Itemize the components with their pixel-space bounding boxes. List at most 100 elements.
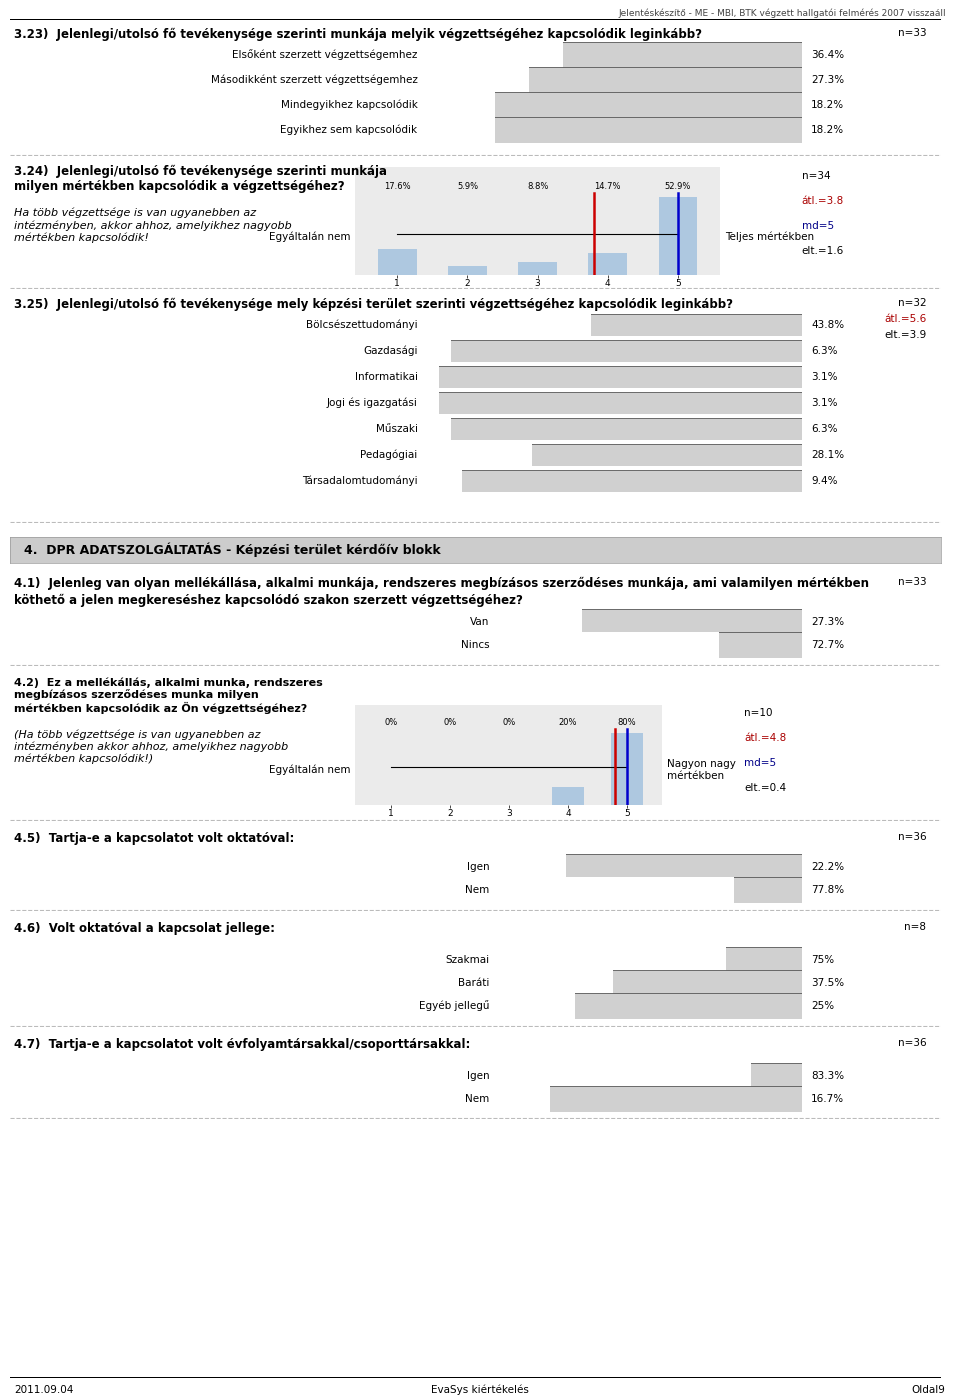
Bar — [427, 92, 495, 117]
Text: 0%: 0% — [444, 718, 456, 727]
Text: köthető a jelen megkereséshez kapcsolódó szakon szerzett végzettségéhez?: köthető a jelen megkereséshez kapcsolódó… — [14, 594, 523, 607]
Text: 37.5%: 37.5% — [811, 978, 845, 988]
Text: 3.23)  Jelenlegi/utolsó fő tevékenysége szerinti munkája melyik végzettségéhez k: 3.23) Jelenlegi/utolsó fő tevékenysége s… — [14, 28, 703, 42]
Text: Informatikai: Informatikai — [354, 372, 418, 382]
Text: Mindegyikhez kapcsolódik: Mindegyikhez kapcsolódik — [280, 100, 418, 110]
Text: Bölcsészettudományi: Bölcsészettudományi — [306, 319, 418, 331]
Text: md=5: md=5 — [744, 759, 776, 769]
Bar — [499, 947, 726, 972]
Text: 2011.09.04: 2011.09.04 — [14, 1385, 74, 1395]
Bar — [427, 67, 529, 92]
Text: n=33: n=33 — [898, 578, 926, 587]
Bar — [499, 993, 575, 1018]
Bar — [378, 250, 417, 275]
Text: 16.7%: 16.7% — [811, 1094, 845, 1103]
Text: md=5: md=5 — [802, 220, 833, 230]
Text: 36.4%: 36.4% — [811, 50, 845, 60]
Bar — [427, 444, 533, 466]
Text: Nem: Nem — [466, 884, 490, 896]
Bar — [499, 877, 734, 903]
Text: 3.24)  Jelenlegi/utolsó fő tevékenysége szerinti munkája
milyen mértékben kapcso: 3.24) Jelenlegi/utolsó fő tevékenysége s… — [14, 165, 388, 193]
Text: elt.=0.4: elt.=0.4 — [744, 784, 786, 794]
Text: Műszaki: Műszaki — [375, 424, 418, 434]
Text: 4.5)  Tartja-e a kapcsolatot volt oktatóval:: 4.5) Tartja-e a kapcsolatot volt oktatóv… — [14, 831, 295, 845]
Bar — [588, 254, 627, 275]
Bar — [427, 117, 495, 142]
Text: átl.=5.6: átl.=5.6 — [884, 314, 926, 324]
Bar — [518, 262, 557, 275]
Text: átl.=4.8: átl.=4.8 — [744, 734, 786, 744]
Text: 8.8%: 8.8% — [527, 181, 548, 191]
Text: n=8: n=8 — [904, 922, 926, 932]
Bar — [448, 266, 487, 275]
Text: 4.7)  Tartja-e a kapcsolatot volt évfolyamtársakkal/csoporttársakkal:: 4.7) Tartja-e a kapcsolatot volt évfolya… — [14, 1038, 470, 1050]
Text: Egyéb jellegű: Egyéb jellegű — [420, 1000, 490, 1011]
Text: 6.3%: 6.3% — [811, 424, 838, 434]
Text: Pedagógiai: Pedagógiai — [360, 449, 418, 460]
Text: 27.3%: 27.3% — [811, 617, 845, 626]
Text: Oldal9: Oldal9 — [912, 1385, 946, 1395]
Text: 52.9%: 52.9% — [664, 181, 691, 191]
Text: EvaSys kiértékelés: EvaSys kiértékelés — [431, 1385, 529, 1395]
Text: 14.7%: 14.7% — [594, 181, 621, 191]
Text: Jelentéskészítő - ME - MBI, BTK végzett hallgatói felmérés 2007 visszaáll: Jelentéskészítő - ME - MBI, BTK végzett … — [618, 8, 946, 18]
Text: Egyáltalán nem: Egyáltalán nem — [269, 232, 350, 243]
Text: Elsőként szerzett végzettségemhez: Elsőként szerzett végzettségemhez — [232, 49, 418, 60]
Text: n=36: n=36 — [898, 831, 926, 843]
Text: 9.4%: 9.4% — [811, 476, 838, 485]
Text: 3.1%: 3.1% — [811, 372, 838, 382]
Text: Nagyon nagy
mértékben: Nagyon nagy mértékben — [667, 759, 736, 781]
Bar — [499, 1063, 751, 1088]
Text: 27.3%: 27.3% — [811, 75, 845, 85]
Text: 25%: 25% — [811, 1002, 834, 1011]
Text: 3.25)  Jelenlegi/utolsó fő tevékenysége mely képzési terület szerinti végzettség: 3.25) Jelenlegi/utolsó fő tevékenysége m… — [14, 299, 733, 311]
Text: n=36: n=36 — [898, 1038, 926, 1048]
Text: 28.1%: 28.1% — [811, 451, 845, 460]
Text: 4.1)  Jelenleg van olyan mellékállása, alkalmi munkája, rendszeres megbízásos sz: 4.1) Jelenleg van olyan mellékállása, al… — [14, 578, 870, 590]
Bar — [611, 732, 643, 805]
Bar — [499, 855, 566, 880]
Bar — [499, 971, 612, 996]
Text: n=32: n=32 — [898, 299, 926, 308]
Text: Egyáltalán nem: Egyáltalán nem — [269, 764, 350, 776]
Bar — [427, 392, 439, 414]
Text: Társadalomtudományi: Társadalomtudományi — [302, 476, 418, 487]
Text: n=33: n=33 — [898, 28, 926, 38]
Text: n=34: n=34 — [802, 170, 830, 180]
Text: (Ha több végzettsége is van ugyanebben az
intézményben akkor ahhoz, amelyikhez n: (Ha több végzettsége is van ugyanebben a… — [14, 730, 289, 764]
Text: Nem: Nem — [466, 1094, 490, 1103]
Text: elt.=3.9: elt.=3.9 — [884, 331, 926, 340]
Bar — [659, 197, 697, 275]
Bar — [427, 365, 439, 388]
Bar — [499, 632, 719, 657]
Bar — [552, 787, 584, 805]
Text: 22.2%: 22.2% — [811, 862, 845, 872]
Text: 72.7%: 72.7% — [811, 640, 845, 650]
Text: Teljes mértékben: Teljes mértékben — [725, 232, 814, 243]
Bar — [427, 418, 451, 441]
Text: Másodikként szerzett végzettségemhez: Másodikként szerzett végzettségemhez — [211, 75, 418, 85]
Text: Gazdasági: Gazdasági — [363, 346, 418, 356]
Text: 80%: 80% — [617, 718, 636, 727]
Text: 3.1%: 3.1% — [811, 398, 838, 407]
Text: 20%: 20% — [559, 718, 577, 727]
Text: átl.=3.8: átl.=3.8 — [802, 195, 844, 205]
Text: 4.6)  Volt oktatóval a kapcsolat jellege:: 4.6) Volt oktatóval a kapcsolat jellege: — [14, 922, 276, 935]
Text: 17.6%: 17.6% — [384, 181, 411, 191]
Text: Ha több végzettsége is van ugyanebben az
intézményben, akkor ahhoz, amelyikhez n: Ha több végzettsége is van ugyanebben az… — [14, 208, 292, 243]
Text: 0%: 0% — [502, 718, 516, 727]
Text: 6.3%: 6.3% — [811, 346, 838, 356]
Bar — [427, 314, 591, 336]
Text: 43.8%: 43.8% — [811, 319, 845, 331]
Text: 5.9%: 5.9% — [457, 181, 478, 191]
Text: Van: Van — [470, 617, 490, 626]
Bar — [499, 1087, 550, 1112]
Text: Nincs: Nincs — [461, 640, 490, 650]
Text: 75%: 75% — [811, 956, 834, 965]
Text: Igen: Igen — [467, 862, 490, 872]
Text: 4.  DPR ADATSZOLGÁLTATÁS - Képzési terület kérdőív blokk: 4. DPR ADATSZOLGÁLTATÁS - Képzési terüle… — [24, 543, 441, 557]
Text: 77.8%: 77.8% — [811, 884, 845, 896]
Text: 18.2%: 18.2% — [811, 100, 845, 110]
Text: Baráti: Baráti — [458, 978, 490, 988]
Text: n=10: n=10 — [744, 709, 773, 718]
